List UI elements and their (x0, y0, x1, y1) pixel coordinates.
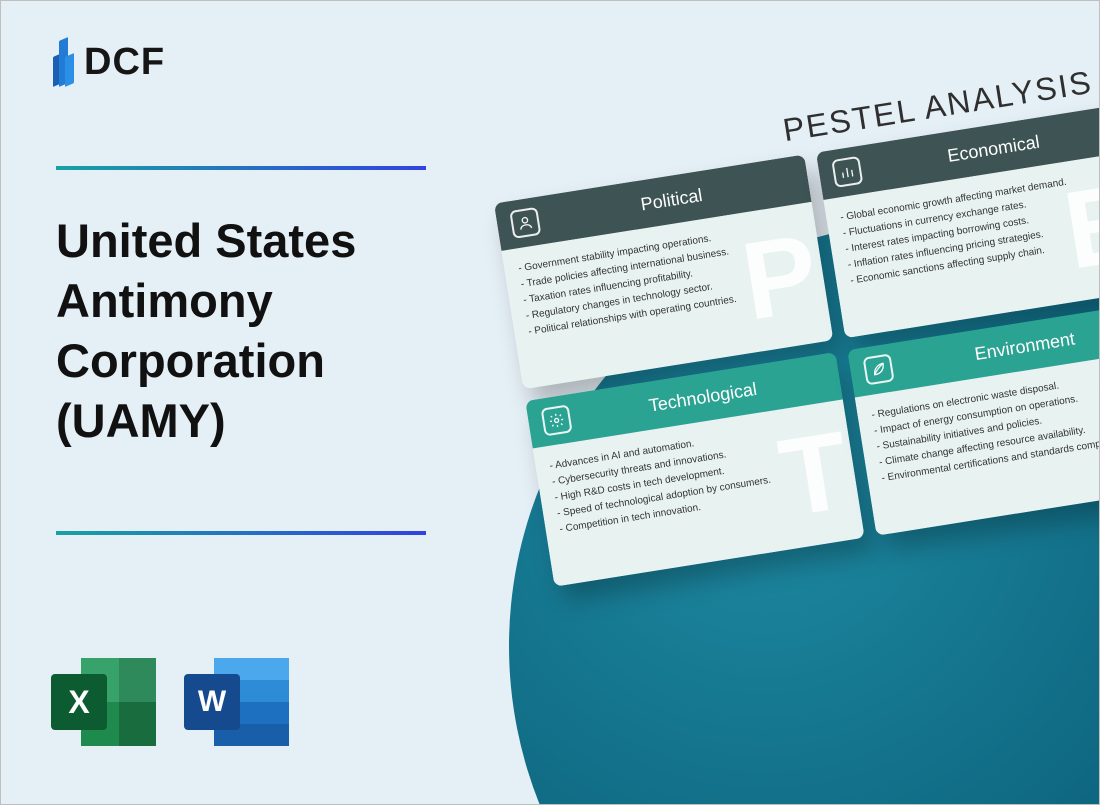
bars-icon (831, 156, 863, 188)
pestel-panel: PESTEL ANALYSIS PoliticalPGovernment sta… (487, 59, 1100, 587)
gear-icon (541, 404, 573, 436)
leaf-icon (863, 353, 895, 385)
excel-icon: X (51, 652, 156, 752)
divider-top (56, 166, 426, 170)
dcf-bars-icon (56, 39, 74, 85)
pestel-card-environment: EnvironmentERegulations on electronic wa… (847, 301, 1100, 536)
logo-text: DCF (84, 41, 165, 84)
person-icon (509, 207, 541, 239)
pestel-card-political: PoliticalPGovernment stability impacting… (494, 154, 834, 389)
pestel-card-economical: EconomicalEGlobal economic growth affect… (816, 103, 1100, 338)
word-icon: W (184, 652, 289, 752)
file-type-icons: X W (51, 652, 289, 752)
dcf-logo: DCF (56, 39, 165, 85)
page-title: United StatesAntimonyCorporation(UAMY) (56, 211, 356, 452)
divider-bottom (56, 531, 426, 535)
infographic-frame: DCF United StatesAntimonyCorporation(UAM… (0, 0, 1100, 805)
